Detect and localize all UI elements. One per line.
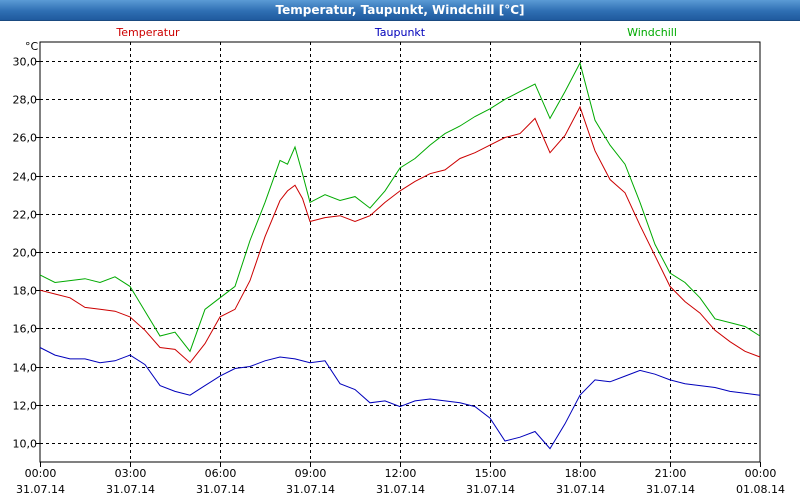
series-line-windchill [39, 61, 761, 353]
x-tick-date: 31.07.14 [646, 483, 695, 496]
legend-windchill: Windchill [627, 26, 677, 39]
y-tick-label: 10,0 [13, 438, 38, 451]
x-tick-time: 15:00 [475, 467, 507, 480]
y-tick-label: 24,0 [13, 171, 38, 184]
y-tick-label: 26,0 [13, 132, 38, 145]
window-title: Temperatur, Taupunkt, Windchill [°C] [0, 0, 800, 21]
y-tick-label: 28,0 [13, 94, 38, 107]
grid-lines [36, 41, 761, 467]
line-chart: °C 30,0 28,0 26,0 24,0 22,0 20,0 18,0 16,0 14,0 1… [13, 26, 785, 497]
y-tick-label: 12,0 [13, 400, 38, 413]
x-tick-date: 31.07.14 [196, 483, 245, 496]
x-tick-date: 31.07.14 [556, 483, 605, 496]
x-tick-time: 00:00 [25, 467, 57, 480]
series-line-temperatur [39, 105, 761, 364]
y-tick-label: 16,0 [13, 323, 38, 336]
x-tick-time: 06:00 [205, 467, 237, 480]
y-tick-label: 18,0 [13, 285, 38, 298]
y-tick-label: 14,0 [13, 362, 38, 375]
x-tick-date: 31.07.14 [376, 483, 425, 496]
legend-temperatur: Temperatur [115, 26, 180, 39]
x-tick-time: 00:00 [745, 467, 777, 480]
y-tick-label: 30,0 [13, 56, 38, 69]
x-tick-date: 31.07.14 [16, 483, 65, 496]
x-tick-date: 31.07.14 [106, 483, 155, 496]
x-tick-time: 09:00 [295, 467, 327, 480]
legend-taupunkt: Taupunkt [374, 26, 426, 39]
x-tick-time: 12:00 [385, 467, 417, 480]
tick-labels: 30,0 28,0 26,0 24,0 22,0 20,0 18,0 16,0 14,0 12,0… [13, 56, 785, 497]
x-tick-date: 31.07.14 [466, 483, 515, 496]
x-tick-date: 01.08.14 [736, 483, 785, 496]
series-lines [39, 61, 761, 450]
y-tick-label: 20,0 [13, 247, 38, 260]
y-unit-label: °C [25, 40, 39, 53]
legend: Temperatur Taupunkt Windchill [115, 26, 677, 39]
x-tick-time: 21:00 [655, 467, 687, 480]
x-tick-date: 31.07.14 [286, 483, 335, 496]
y-tick-label: 22,0 [13, 209, 38, 222]
x-tick-time: 18:00 [565, 467, 597, 480]
x-tick-time: 03:00 [115, 467, 147, 480]
series-line-taupunkt [39, 347, 761, 450]
